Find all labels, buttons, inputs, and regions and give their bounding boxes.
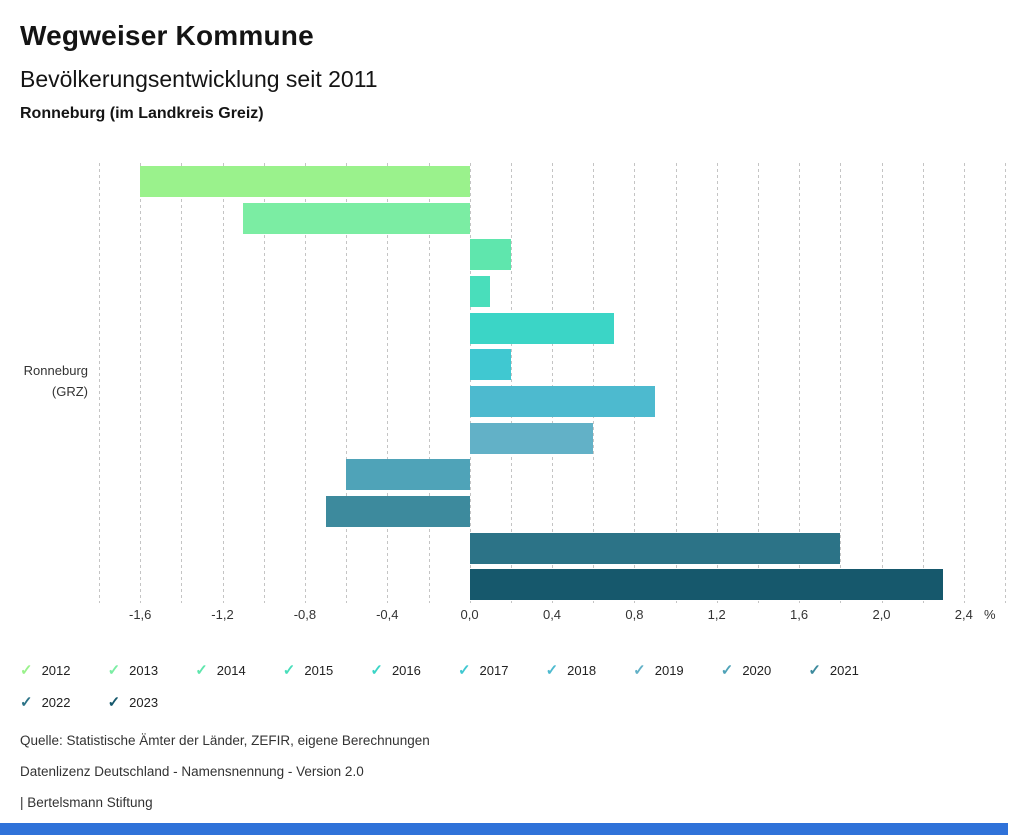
legend-item-2013[interactable]: ✓ 2013 (108, 654, 196, 686)
gridline (304, 163, 306, 603)
legend-label: 2016 (391, 662, 421, 678)
legend-item-2016[interactable]: ✓ 2016 (370, 654, 458, 686)
gridline (1005, 163, 1006, 603)
gridline (263, 163, 265, 603)
bar-2021[interactable] (325, 495, 470, 527)
gridline (675, 163, 677, 603)
gridline (963, 163, 965, 603)
checkmark-icon: ✓ (545, 661, 559, 679)
x-tick-label: -0,8 (293, 607, 317, 622)
gridline (181, 163, 183, 603)
gridline (840, 163, 842, 603)
bar-2017[interactable] (469, 349, 511, 381)
x-tick-label: 2,0 (872, 607, 891, 622)
legend-label: 2013 (129, 662, 159, 678)
gridline (469, 163, 471, 603)
gridline (593, 163, 595, 603)
location-title: Ronneburg (im Landkreis Greiz) (20, 105, 264, 122)
x-tick-label: -1,6 (128, 607, 152, 622)
legend-item-2015[interactable]: ✓ 2015 (283, 654, 371, 686)
bar-2013[interactable] (243, 202, 470, 234)
checkmark-icon: ✓ (370, 661, 383, 679)
gridline (428, 163, 430, 603)
gridline (799, 163, 801, 603)
bar-2015[interactable] (469, 275, 491, 307)
brand-text: | Bertelsmann Stiftung (20, 795, 153, 810)
legend-item-2014[interactable]: ✓ 2014 (195, 654, 283, 686)
gridline (881, 163, 883, 603)
x-tick-label: -1,2 (211, 607, 234, 622)
gridline (99, 163, 100, 603)
checkmark-icon: ✓ (720, 661, 734, 679)
gridline (716, 163, 718, 603)
y-axis-label-line2: (GRZ) (51, 384, 88, 399)
legend-item-2012[interactable]: ✓ 2012 (20, 654, 108, 686)
gridline (757, 163, 759, 603)
bar-2018[interactable] (469, 385, 655, 417)
legend-item-2021[interactable]: ✓ 2021 (808, 654, 896, 686)
legend-label: 2021 (829, 662, 859, 678)
bar-2023[interactable] (469, 569, 944, 601)
legend-label: 2018 (567, 662, 597, 678)
gridline (922, 163, 924, 603)
gridline (346, 163, 348, 603)
checkmark-icon: ✓ (20, 661, 33, 679)
gridline (222, 163, 224, 603)
x-axis-unit-label: % (984, 607, 996, 622)
legend-item-2020[interactable]: ✓ 2020 (721, 654, 809, 686)
legend-label: 2022 (41, 694, 71, 710)
y-axis-label-line1: Ronneburg (23, 363, 88, 378)
bar-2016[interactable] (469, 312, 614, 344)
checkmark-icon: ✓ (107, 661, 121, 679)
x-tick-label: 1,6 (790, 607, 809, 622)
bar-2014[interactable] (469, 239, 511, 271)
bar-2012[interactable] (140, 165, 470, 197)
checkmark-icon: ✓ (282, 661, 296, 679)
legend-label: 2017 (479, 662, 509, 678)
x-tick-label: 1,2 (707, 607, 726, 622)
checkmark-icon: ✓ (808, 661, 821, 679)
legend-label: 2020 (742, 662, 772, 678)
bottom-scrollbar[interactable] (0, 823, 1008, 835)
legend-label: 2023 (129, 694, 159, 710)
checkmark-icon: ✓ (107, 693, 121, 711)
checkmark-icon: ✓ (457, 661, 471, 679)
legend-item-2019[interactable]: ✓ 2019 (633, 654, 721, 686)
gridline (387, 163, 389, 603)
bar-2022[interactable] (469, 532, 841, 564)
legend-item-2022[interactable]: ✓ 2022 (20, 686, 108, 718)
checkmark-icon: ✓ (20, 693, 33, 711)
bar-2020[interactable] (346, 459, 470, 491)
gridline (552, 163, 553, 603)
legend-label: 2012 (41, 662, 71, 678)
source-text: Quelle: Statistische Ämter der Länder, Z… (20, 733, 430, 748)
x-tick-label: -0,4 (376, 607, 399, 622)
legend-label: 2019 (654, 662, 684, 678)
checkmark-icon: ✓ (633, 661, 646, 679)
x-tick-label: 0,0 (460, 607, 479, 622)
license-text: Datenlizenz Deutschland - Namensnennung … (20, 764, 364, 779)
gridline (510, 163, 512, 603)
legend-item-2018[interactable]: ✓ 2018 (546, 654, 634, 686)
legend-label: 2014 (216, 662, 246, 678)
legend-label: 2015 (304, 662, 334, 678)
gridline (634, 163, 636, 603)
x-tick-label: 0,8 (625, 607, 644, 622)
bar-2019[interactable] (469, 422, 594, 454)
legend: ✓ 2012 ✓ 2013 ✓ 2014 ✓ 2015 ✓ 2016 ✓ 2017 ✓ 2018 ✓ 2019… (20, 654, 906, 718)
legend-item-2017[interactable]: ✓ 2017 (458, 654, 546, 686)
app-title: Wegweiser Kommune (20, 20, 314, 51)
checkmark-icon: ✓ (195, 661, 208, 679)
x-tick-label: 0,4 (542, 607, 562, 622)
x-tick-label: 2,4 (954, 607, 973, 622)
gridline (140, 163, 142, 603)
plot-area (99, 163, 1006, 603)
legend-item-2023[interactable]: ✓ 2023 (108, 686, 196, 718)
chart-title: Bevölkerungsentwicklung seit 2011 (20, 66, 378, 92)
y-axis-category-label: Ronneburg (GRZ) (12, 360, 88, 402)
x-axis: % -1,6 -1,2 -0,8 -0,4 0,0 0,4 0,8 1,2 1,6 2,0 2,4 (0, 607, 1024, 627)
